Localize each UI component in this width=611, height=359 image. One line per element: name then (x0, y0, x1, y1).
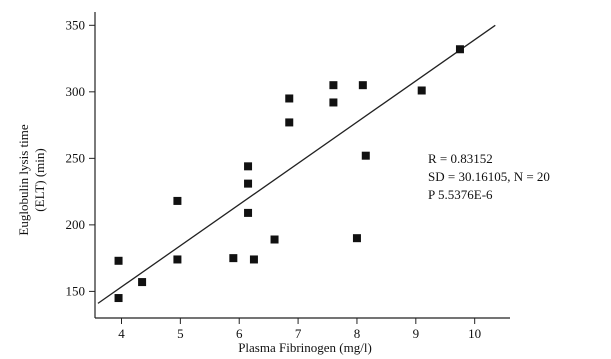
stats-sd-n: SD = 30.16105, N = 20 (428, 169, 550, 184)
data-point (244, 179, 253, 188)
data-point (455, 45, 464, 54)
data-point (138, 278, 147, 287)
y-axis-title-line-2: (ELT) (min) (32, 148, 47, 211)
x-tick-label: 5 (177, 326, 184, 341)
y-tick-label: 200 (66, 217, 86, 232)
x-tick-label: 7 (295, 326, 302, 341)
x-axis-title: Plasma Fibrinogen (mg/l) (238, 340, 372, 355)
y-axis-ticks: 150 200 250 300 350 (66, 17, 95, 298)
data-point (114, 256, 123, 265)
data-point (244, 162, 253, 171)
data-point (270, 235, 279, 244)
regression-line (97, 24, 496, 304)
y-tick-label: 150 (66, 283, 86, 298)
data-point (417, 86, 426, 95)
y-tick-label: 350 (66, 17, 86, 32)
y-tick-label: 300 (66, 84, 86, 99)
data-point (173, 196, 182, 205)
data-point (352, 234, 361, 243)
stats-p-value: P 5.5376E-6 (428, 187, 493, 202)
data-point (244, 208, 253, 217)
stats-annotation: R = 0.83152 SD = 30.16105, N = 20 P 5.53… (428, 151, 550, 202)
data-point (285, 118, 294, 127)
x-tick-label: 10 (468, 326, 481, 341)
x-tick-label: 6 (236, 326, 243, 341)
stats-r-value: R = 0.83152 (428, 151, 493, 166)
plot-area: 150 200 250 300 350 4 5 6 7 8 9 10 (66, 12, 510, 341)
data-point (285, 94, 294, 103)
y-axis-title: Euglobulin lysis time (ELT) (min) (16, 124, 47, 235)
x-tick-label: 8 (354, 326, 361, 341)
data-point (229, 254, 238, 263)
data-point (173, 255, 182, 264)
y-axis-title-line-1: Euglobulin lysis time (16, 124, 31, 235)
data-point (358, 81, 367, 90)
data-points (114, 45, 464, 303)
data-point (114, 294, 123, 303)
x-axis-ticks: 4 5 6 7 8 9 10 (118, 318, 481, 341)
x-tick-label: 4 (118, 326, 125, 341)
y-tick-label: 250 (66, 150, 86, 165)
data-point (361, 151, 370, 160)
data-point (249, 255, 258, 264)
data-point (329, 81, 338, 90)
data-point (329, 98, 338, 107)
x-tick-label: 9 (413, 326, 420, 341)
